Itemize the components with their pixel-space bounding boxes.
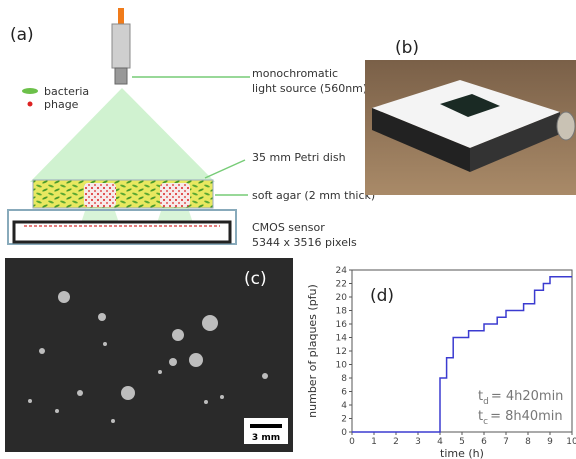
- callout-line: [204, 159, 246, 179]
- light-source-tip: [114, 67, 128, 85]
- annotation: tc = 8h40min: [478, 409, 563, 427]
- plot-frame: [351, 269, 573, 433]
- y-tick-label: 10: [336, 361, 348, 371]
- x-tick-label: 4: [437, 437, 443, 447]
- x-tick-label: 6: [481, 437, 487, 447]
- annotation: td = 4h20min: [478, 389, 563, 407]
- callout: 35 mm Petri dish: [252, 151, 346, 164]
- x-tick-label: 2: [393, 437, 399, 447]
- sensor-base: [12, 220, 232, 244]
- callout: monochromatic: [252, 67, 338, 80]
- x-tick-label: 1: [371, 437, 377, 447]
- legend-label: bacteria: [44, 85, 89, 98]
- light-cone: [30, 88, 215, 182]
- bacteria-icon: [22, 88, 38, 94]
- callout: 5344 x 3516 pixels: [252, 236, 357, 249]
- plaques: [28, 291, 268, 423]
- step-line: [352, 276, 572, 433]
- panel-label: (a): [10, 25, 34, 45]
- plaque: [84, 183, 116, 207]
- annotation-symbol: t: [478, 389, 483, 404]
- x-tick-label: 8: [525, 437, 531, 447]
- y-tick-label: 18: [336, 307, 348, 317]
- coin: [556, 111, 576, 141]
- annotation-text: = 8h40min: [490, 409, 563, 424]
- label-bg: [390, 33, 426, 57]
- annotation-sub: d: [483, 397, 489, 407]
- x-tick-label: 7: [503, 437, 509, 447]
- fiber: [118, 8, 124, 24]
- panel-label: (c): [244, 269, 267, 289]
- x-tick-label: 3: [415, 437, 421, 447]
- y-tick-label: 16: [336, 320, 348, 330]
- annotation-symbol: t: [478, 409, 483, 424]
- x-tick-label: 0: [349, 437, 355, 447]
- y-tick-label: 6: [341, 388, 347, 398]
- scale-bar-label: 3 mm: [252, 433, 280, 443]
- annotation-sub: c: [483, 417, 488, 427]
- panel-label: (b): [395, 38, 419, 58]
- legend-label: phage: [44, 98, 79, 111]
- label-bg: [366, 280, 402, 308]
- y-tick-label: 4: [341, 401, 347, 411]
- y-tick-label: 20: [336, 293, 348, 303]
- callout: soft agar (2 mm thick): [252, 189, 375, 202]
- phage-icon: [27, 101, 33, 107]
- x-tick-label: 10: [566, 437, 576, 447]
- x-tick-label: 9: [547, 437, 553, 447]
- sensor-box: [7, 209, 237, 245]
- scale-bar: [250, 424, 282, 428]
- light-source: [111, 23, 131, 69]
- scale-bar-bg: [244, 418, 288, 444]
- y-tick-label: 12: [336, 347, 347, 357]
- panel-label: (d): [370, 286, 394, 306]
- annotation-text: = 4h20min: [491, 389, 564, 404]
- device-window: [440, 94, 500, 117]
- plaque: [160, 183, 190, 207]
- chart: (d) time (h) number of plaques (pfu) td =…: [306, 280, 563, 459]
- x-tick-label: 5: [459, 437, 465, 447]
- device-side: [372, 108, 470, 172]
- y-tick-label: 8: [341, 374, 347, 384]
- x-axis-label: time (h): [440, 447, 484, 459]
- y-tick-label: 22: [336, 280, 347, 290]
- callout: light source (560nm): [252, 82, 367, 95]
- y-tick-label: 14: [336, 334, 348, 344]
- y-tick-label: 24: [336, 266, 348, 276]
- y-axis-label: number of plaques (pfu): [306, 284, 319, 418]
- y-tick-label: 0: [341, 428, 347, 438]
- callout: CMOS sensor: [252, 221, 325, 234]
- device-side: [470, 112, 560, 172]
- y-tick-label: 2: [341, 415, 347, 425]
